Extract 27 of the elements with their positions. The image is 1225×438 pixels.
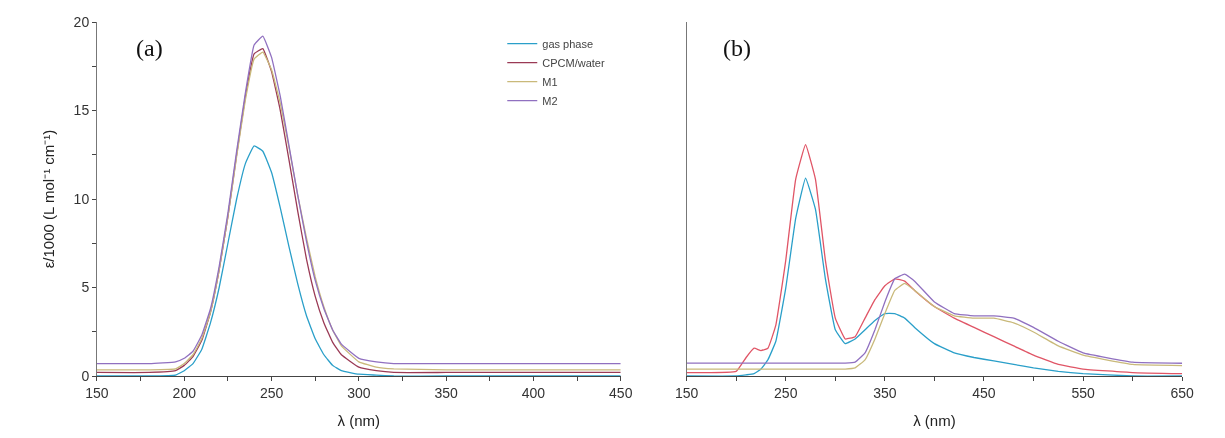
x-tick-label: 400: [521, 384, 546, 401]
annotation: (a): [136, 35, 163, 61]
text: (b): [723, 35, 751, 61]
legend-label: gas phase: [542, 37, 594, 50]
x-tick-label: 150: [85, 384, 109, 401]
y-tick-label: 15: [73, 102, 90, 119]
y-tick-label: 5: [81, 279, 90, 296]
x-tick-label: 350: [434, 384, 459, 401]
x-tick-label: 300: [347, 384, 371, 401]
x-tick-label: 350: [873, 384, 897, 401]
x-tick-label: 250: [259, 384, 284, 401]
y-tick-label: 20: [73, 13, 90, 30]
legend-label: CPCM/water: [542, 56, 605, 69]
x-tick-label: 650: [1170, 384, 1195, 401]
legend-label: M1: [542, 75, 558, 88]
legend-label: M2: [542, 94, 558, 107]
y-axis-title: ε/1000 (L mol⁻¹ cm⁻¹): [39, 129, 57, 269]
y-tick-label: 0: [81, 367, 90, 384]
x-axis-title: λ (nm): [913, 411, 956, 429]
x-tick-label: 550: [1071, 384, 1095, 401]
y-tick-label: 10: [73, 190, 90, 207]
x-tick-label: 150: [674, 384, 699, 401]
x-tick-label: 450: [609, 384, 633, 401]
x-tick-label: 250: [774, 384, 798, 401]
x-axis-title: λ (nm): [337, 411, 381, 429]
x-tick-label: 200: [172, 384, 197, 401]
x-tick-label: 450: [972, 384, 996, 401]
